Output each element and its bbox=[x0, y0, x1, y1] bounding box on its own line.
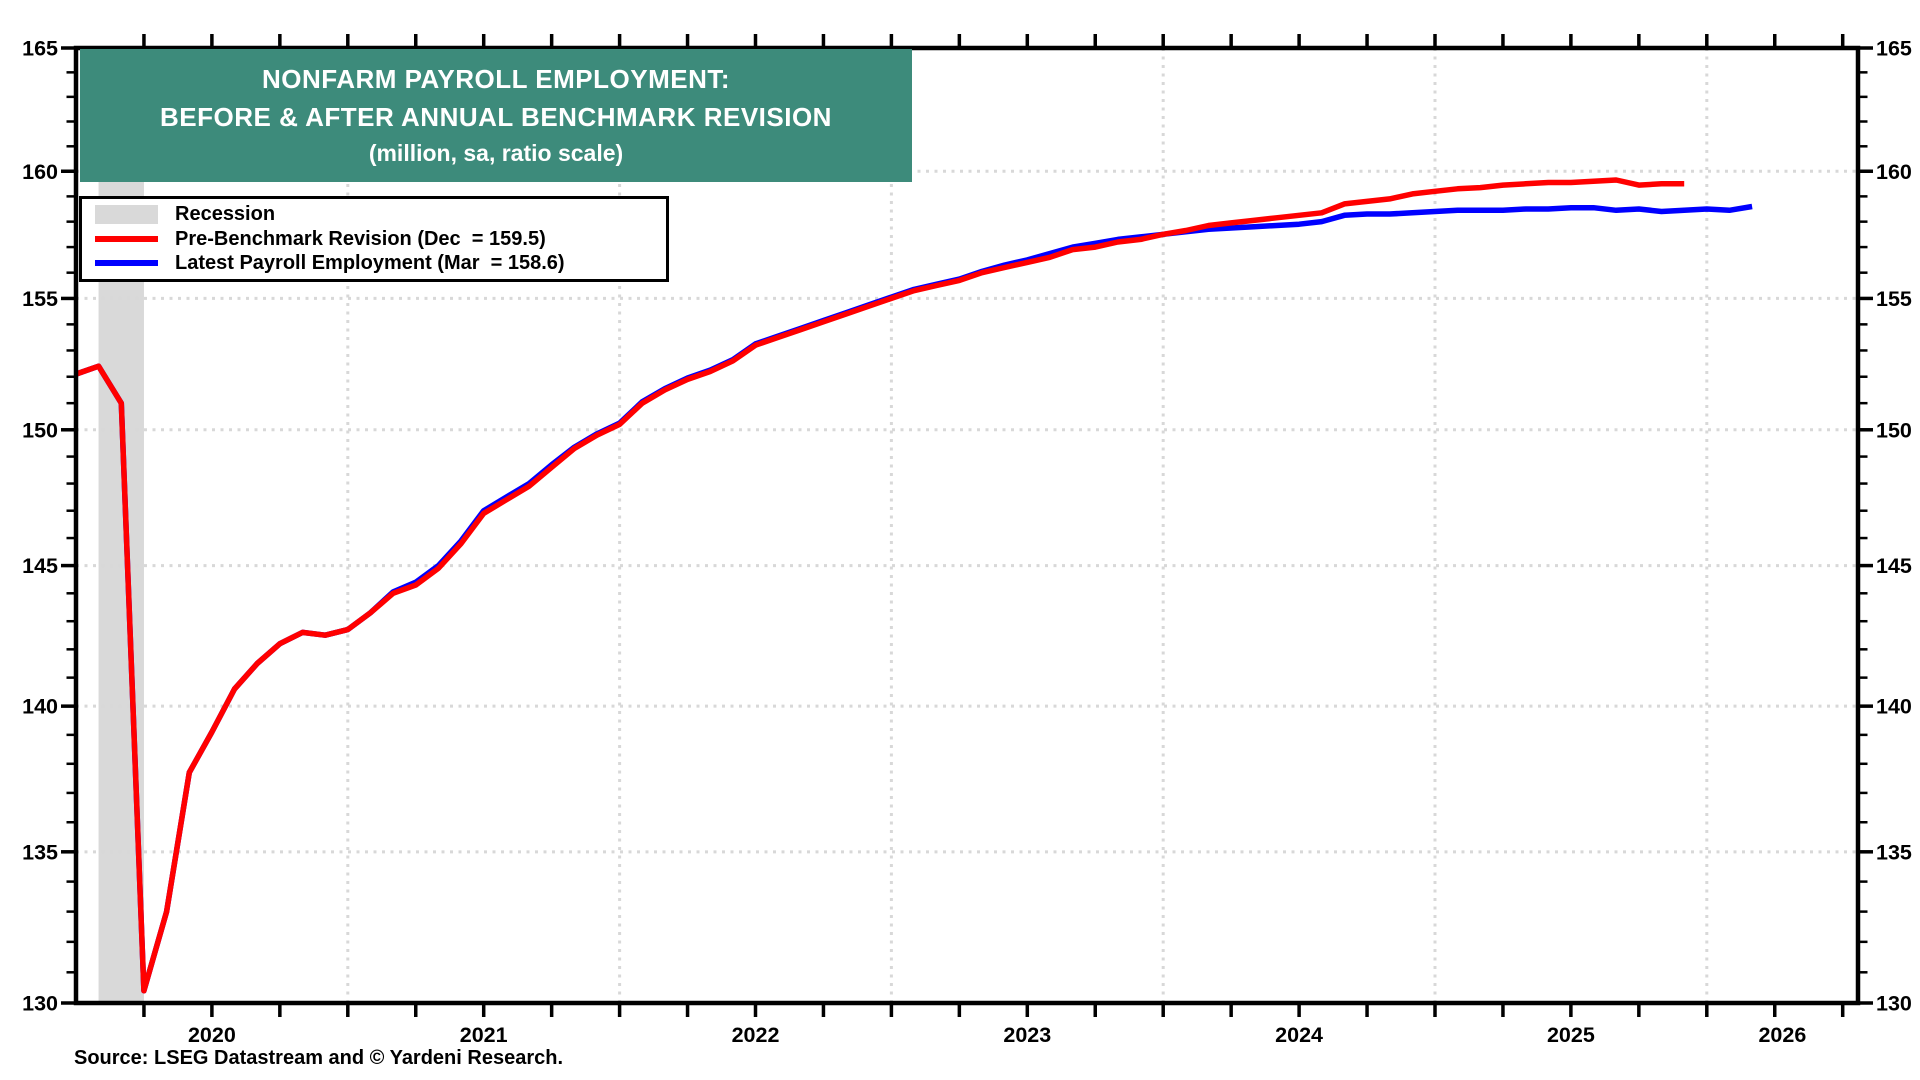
axis-labels: 130 130 135 135 140 140 145 145 150 150 155 155 160 1… bbox=[22, 37, 1912, 1048]
y-tick-label-left: 130 bbox=[22, 992, 58, 1016]
y-tick-label-left: 155 bbox=[22, 287, 58, 311]
x-year-label: 2022 bbox=[732, 1023, 780, 1047]
chart-title-line2: BEFORE & AFTER ANNUAL BENCHMARK REVISION bbox=[160, 102, 832, 132]
title-box: NONFARM PAYROLL EMPLOYMENT: BEFORE & AFT… bbox=[80, 49, 912, 182]
latest-line-swatch bbox=[95, 260, 158, 267]
legend-label-recession: Recession bbox=[175, 203, 276, 226]
y-tick-label-right: 160 bbox=[1876, 160, 1912, 184]
chart-title-line3: (million, sa, ratio scale) bbox=[368, 140, 624, 166]
chart-title-line1: NONFARM PAYROLL EMPLOYMENT: bbox=[261, 64, 731, 94]
y-tick-label-right: 150 bbox=[1876, 418, 1912, 442]
y-tick-label-left: 165 bbox=[22, 37, 58, 61]
legend: Recession Pre-Benchmark Revision (Dec = … bbox=[79, 196, 669, 282]
legend-label-latest: Latest Payroll Employment (Mar = 158.6) bbox=[175, 251, 565, 274]
x-year-label: 2024 bbox=[1275, 1023, 1323, 1047]
series-line-pre-benchmark bbox=[76, 177, 1685, 994]
pre-benchmark-line-swatch bbox=[95, 236, 158, 242]
y-tick-label-left: 140 bbox=[22, 695, 58, 719]
x-year-label: 2025 bbox=[1547, 1023, 1595, 1047]
source-note: Source: LSEG Datastream and © Yardeni Re… bbox=[74, 1047, 564, 1069]
legend-row-recession: Recession bbox=[95, 203, 666, 226]
y-tick-label-left: 150 bbox=[22, 418, 58, 442]
axis-ticks bbox=[61, 34, 1873, 1017]
series-line-latest bbox=[76, 203, 1753, 994]
recession-swatch bbox=[95, 205, 158, 225]
y-tick-label-right: 140 bbox=[1876, 695, 1912, 719]
y-tick-label-right: 130 bbox=[1876, 992, 1912, 1016]
y-tick-label-right: 135 bbox=[1876, 840, 1912, 864]
x-year-label: 2021 bbox=[460, 1023, 508, 1047]
y-tick-label-left: 145 bbox=[22, 554, 58, 578]
x-year-label: 2026 bbox=[1758, 1023, 1806, 1047]
plot-frame bbox=[73, 45, 1861, 1006]
y-tick-label-left: 135 bbox=[22, 840, 58, 864]
x-year-label: 2020 bbox=[188, 1023, 236, 1047]
y-tick-label-right: 155 bbox=[1876, 287, 1912, 311]
legend-row-pre-benchmark: Pre-Benchmark Revision (Dec = 159.5) bbox=[95, 228, 666, 251]
y-tick-label-left: 160 bbox=[22, 160, 58, 184]
y-tick-label-right: 145 bbox=[1876, 554, 1912, 578]
x-year-label: 2023 bbox=[1003, 1023, 1051, 1047]
gridlines bbox=[76, 48, 1858, 1003]
legend-label-pre-benchmark: Pre-Benchmark Revision (Dec = 159.5) bbox=[175, 227, 546, 250]
y-tick-label-right: 165 bbox=[1876, 37, 1912, 61]
legend-row-latest: Latest Payroll Employment (Mar = 158.6) bbox=[95, 252, 666, 275]
